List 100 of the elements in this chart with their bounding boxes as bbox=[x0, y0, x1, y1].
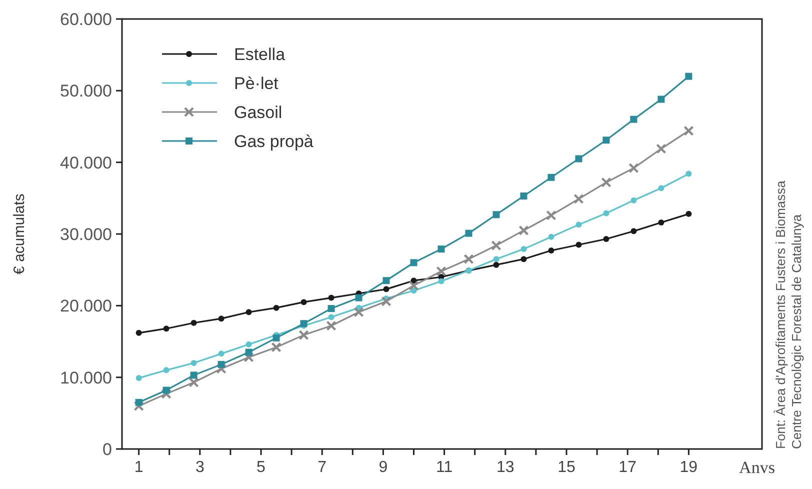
point bbox=[546, 210, 556, 220]
point bbox=[576, 222, 582, 228]
text: Font: Àrea d'Aprofitaments Fusters i Biomassa bbox=[773, 180, 788, 449]
point bbox=[355, 294, 362, 302]
point bbox=[273, 304, 280, 311]
point bbox=[408, 280, 419, 291]
point bbox=[272, 334, 280, 342]
point bbox=[328, 314, 334, 320]
point bbox=[163, 367, 170, 374]
point bbox=[300, 320, 308, 328]
x-tick-label: 9 bbox=[378, 459, 388, 476]
point bbox=[271, 342, 282, 352]
point bbox=[601, 177, 612, 188]
point bbox=[246, 309, 252, 316]
point bbox=[383, 286, 390, 292]
point bbox=[493, 262, 500, 268]
point bbox=[163, 326, 170, 332]
y-tick-label: 50.000 bbox=[60, 82, 112, 101]
point bbox=[216, 364, 226, 374]
text: Centre Tecnològic Forestal de Catalunya bbox=[789, 214, 804, 449]
point bbox=[576, 242, 582, 248]
x-tick-label: 3 bbox=[195, 459, 204, 476]
point bbox=[190, 372, 198, 379]
point bbox=[218, 316, 224, 322]
x-tick-label: 19 bbox=[680, 459, 698, 476]
point bbox=[493, 256, 500, 262]
legend-label: Estella bbox=[234, 44, 286, 64]
point bbox=[656, 144, 666, 154]
point bbox=[548, 174, 555, 181]
point bbox=[603, 236, 610, 242]
x-tick-label: 7 bbox=[318, 459, 327, 476]
point bbox=[136, 330, 142, 336]
point bbox=[298, 330, 309, 340]
point bbox=[630, 116, 638, 123]
point bbox=[328, 294, 334, 301]
point bbox=[135, 398, 142, 406]
point bbox=[630, 228, 637, 234]
point bbox=[518, 225, 529, 236]
point bbox=[628, 162, 639, 174]
point bbox=[436, 266, 446, 276]
x-tick-label: 15 bbox=[558, 459, 576, 476]
y-tick-label: 30.000 bbox=[60, 224, 112, 244]
point bbox=[245, 348, 252, 356]
point bbox=[188, 377, 199, 388]
point bbox=[218, 360, 225, 368]
point bbox=[686, 170, 692, 177]
point bbox=[658, 185, 664, 192]
point bbox=[464, 254, 474, 264]
y-axis-title: € acumulats bbox=[11, 194, 28, 274]
y-tick-label: 0 bbox=[102, 440, 112, 459]
point bbox=[410, 259, 418, 266]
legend-label: Gas propà bbox=[234, 132, 314, 151]
point bbox=[190, 320, 197, 326]
point bbox=[548, 234, 554, 240]
y-tick-label: 60.000 bbox=[60, 10, 112, 29]
point bbox=[218, 350, 224, 357]
point bbox=[438, 246, 445, 253]
point bbox=[136, 375, 142, 382]
x-axis-title: Anvs bbox=[739, 458, 775, 477]
point bbox=[246, 341, 252, 348]
point bbox=[134, 400, 144, 412]
point bbox=[548, 247, 554, 254]
point bbox=[575, 155, 582, 162]
point bbox=[658, 96, 665, 103]
point bbox=[492, 211, 500, 218]
point bbox=[190, 360, 197, 366]
x-tick-label: 13 bbox=[496, 459, 514, 476]
point bbox=[686, 210, 692, 217]
point bbox=[602, 136, 610, 144]
point bbox=[161, 388, 172, 399]
point bbox=[326, 320, 336, 331]
point bbox=[574, 194, 584, 204]
point bbox=[382, 277, 390, 284]
point bbox=[685, 72, 692, 80]
point bbox=[162, 386, 170, 394]
point bbox=[491, 240, 502, 251]
point bbox=[244, 352, 254, 362]
x-tick-label: 11 bbox=[436, 459, 453, 476]
point bbox=[684, 126, 694, 136]
legend-label: Gasoil bbox=[234, 102, 282, 122]
y-tick-label: 40.000 bbox=[60, 153, 112, 172]
point bbox=[520, 246, 527, 252]
point bbox=[658, 220, 664, 226]
point bbox=[520, 192, 528, 200]
point bbox=[381, 296, 392, 306]
point bbox=[465, 230, 472, 237]
point bbox=[328, 305, 335, 312]
x-tick-label: 1 bbox=[134, 459, 144, 476]
y-tick-label: 20.000 bbox=[60, 296, 112, 316]
legend-label: Pè·let bbox=[234, 74, 279, 93]
point bbox=[438, 278, 444, 284]
point bbox=[300, 299, 307, 306]
x-tick-label: 5 bbox=[256, 459, 266, 476]
point bbox=[603, 210, 610, 216]
y-tick-label: 10.000 bbox=[60, 368, 112, 388]
x-tick-label: 17 bbox=[618, 459, 637, 476]
point bbox=[354, 307, 364, 318]
point bbox=[630, 197, 637, 204]
point bbox=[410, 288, 417, 294]
point bbox=[520, 256, 527, 262]
